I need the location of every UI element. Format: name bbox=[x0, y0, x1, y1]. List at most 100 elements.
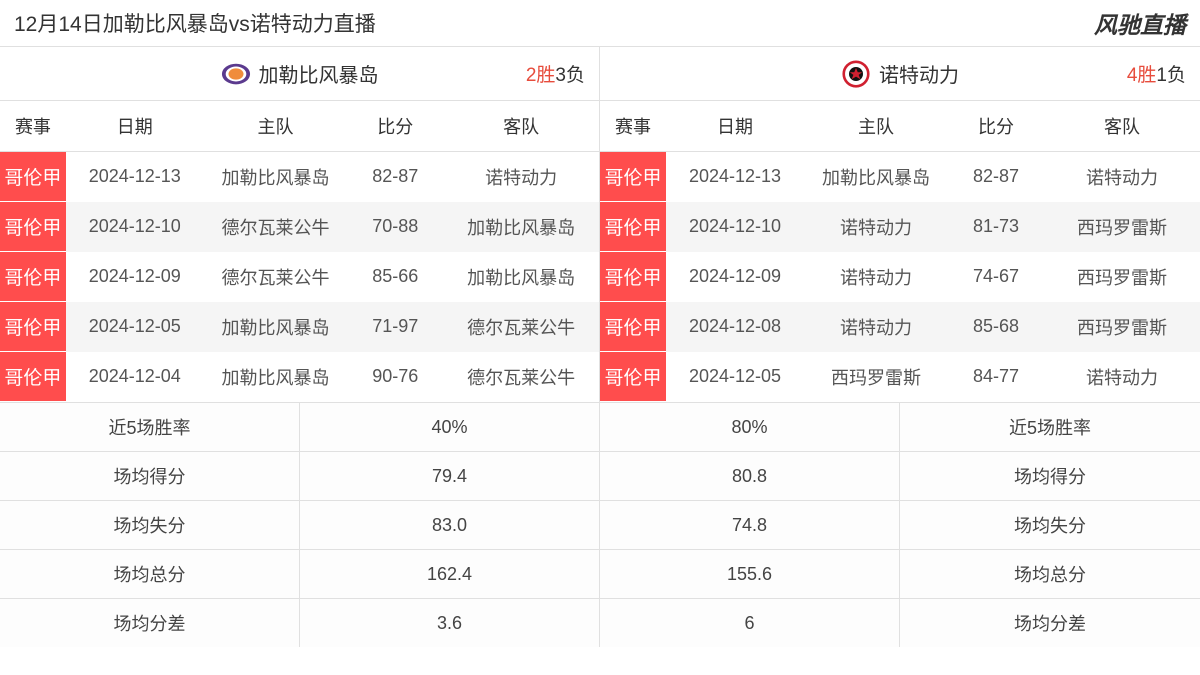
cell-date: 2024-12-10 bbox=[666, 202, 804, 252]
cell-league: 哥伦甲 bbox=[0, 152, 66, 202]
games-table-left: 赛事 日期 主队 比分 客队 哥伦甲2024-12-13加勒比风暴岛82-87诺… bbox=[0, 101, 599, 402]
table-row: 哥伦甲2024-12-10诺特动力81-73西玛罗雷斯 bbox=[600, 202, 1200, 252]
main-comparison: 加勒比风暴岛 2胜3负 赛事 日期 主队 比分 客队 哥伦甲2024-12-13… bbox=[0, 47, 1200, 402]
table-row: 哥伦甲2024-12-09德尔瓦莱公牛85-66加勒比风暴岛 bbox=[0, 252, 599, 302]
cell-home: 德尔瓦莱公牛 bbox=[204, 252, 348, 302]
team-name-right: 诺特动力 bbox=[879, 59, 959, 88]
stat-value-right: 80.8 bbox=[600, 452, 900, 500]
stat-label-left: 场均得分 bbox=[0, 452, 300, 500]
cell-away: 德尔瓦莱公牛 bbox=[443, 352, 599, 402]
col-score: 比分 bbox=[347, 101, 443, 152]
table-row: 哥伦甲2024-12-04加勒比风暴岛90-76德尔瓦莱公牛 bbox=[0, 352, 599, 402]
cell-score: 84-77 bbox=[948, 352, 1044, 402]
cell-away: 诺特动力 bbox=[1044, 152, 1200, 202]
table-row: 哥伦甲2024-12-08诺特动力85-68西玛罗雷斯 bbox=[600, 302, 1200, 352]
cell-home: 加勒比风暴岛 bbox=[204, 302, 348, 352]
table-row: 哥伦甲2024-12-09诺特动力74-67西玛罗雷斯 bbox=[600, 252, 1200, 302]
cell-home: 加勒比风暴岛 bbox=[204, 352, 348, 402]
stats-row: 场均失分83.074.8场均失分 bbox=[0, 500, 1200, 549]
stats-row: 场均总分162.4155.6场均总分 bbox=[0, 549, 1200, 598]
stat-label-right: 场均分差 bbox=[900, 599, 1200, 647]
cell-away: 诺特动力 bbox=[1044, 352, 1200, 402]
table-row: 哥伦甲2024-12-10德尔瓦莱公牛70-88加勒比风暴岛 bbox=[0, 202, 599, 252]
col-home: 主队 bbox=[804, 101, 948, 152]
stat-value-left: 162.4 bbox=[300, 550, 600, 598]
team-name-wrap-left: 加勒比风暴岛 bbox=[221, 59, 379, 89]
table-header-row: 赛事 日期 主队 比分 客队 bbox=[0, 101, 599, 152]
stat-label-right: 场均得分 bbox=[900, 452, 1200, 500]
cell-home: 加勒比风暴岛 bbox=[204, 152, 348, 202]
stat-value-left: 40% bbox=[300, 403, 600, 451]
brand-name: 风驰直播 bbox=[1094, 6, 1186, 40]
team-header-right: 诺特动力 4胜1负 bbox=[600, 47, 1200, 101]
stat-label-right: 场均失分 bbox=[900, 501, 1200, 549]
team-name-left: 加勒比风暴岛 bbox=[259, 59, 379, 88]
cell-date: 2024-12-05 bbox=[666, 352, 804, 402]
cell-date: 2024-12-04 bbox=[66, 352, 204, 402]
cell-home: 诺特动力 bbox=[804, 202, 948, 252]
cell-score: 85-66 bbox=[347, 252, 443, 302]
cell-away: 诺特动力 bbox=[443, 152, 599, 202]
cell-league: 哥伦甲 bbox=[0, 252, 66, 302]
wins-right: 4胜 bbox=[1127, 65, 1157, 86]
cell-score: 90-76 bbox=[347, 352, 443, 402]
team-name-wrap-right: 诺特动力 bbox=[841, 59, 959, 89]
cell-home: 加勒比风暴岛 bbox=[804, 152, 948, 202]
cell-away: 西玛罗雷斯 bbox=[1044, 302, 1200, 352]
stats-row: 近5场胜率40%80%近5场胜率 bbox=[0, 402, 1200, 451]
cell-date: 2024-12-13 bbox=[666, 152, 804, 202]
col-score: 比分 bbox=[948, 101, 1044, 152]
stat-label-left: 场均分差 bbox=[0, 599, 300, 647]
table-row: 哥伦甲2024-12-13加勒比风暴岛82-87诺特动力 bbox=[600, 152, 1200, 202]
col-date: 日期 bbox=[66, 101, 204, 152]
cell-home: 诺特动力 bbox=[804, 252, 948, 302]
cell-home: 德尔瓦莱公牛 bbox=[204, 202, 348, 252]
stat-value-right: 155.6 bbox=[600, 550, 900, 598]
cell-league: 哥伦甲 bbox=[600, 202, 666, 252]
table-row: 哥伦甲2024-12-13加勒比风暴岛82-87诺特动力 bbox=[0, 152, 599, 202]
col-away: 客队 bbox=[1044, 101, 1200, 152]
table-row: 哥伦甲2024-12-05西玛罗雷斯84-77诺特动力 bbox=[600, 352, 1200, 402]
team-record-left: 2胜3负 bbox=[526, 60, 585, 87]
stats-row: 场均分差3.66场均分差 bbox=[0, 598, 1200, 647]
cell-date: 2024-12-09 bbox=[66, 252, 204, 302]
page-title: 12月14日加勒比风暴岛vs诺特动力直播 bbox=[14, 8, 376, 38]
cell-score: 71-97 bbox=[347, 302, 443, 352]
cell-date: 2024-12-10 bbox=[66, 202, 204, 252]
table-row: 哥伦甲2024-12-05加勒比风暴岛71-97德尔瓦莱公牛 bbox=[0, 302, 599, 352]
cell-score: 81-73 bbox=[948, 202, 1044, 252]
games-table-right: 赛事 日期 主队 比分 客队 哥伦甲2024-12-13加勒比风暴岛82-87诺… bbox=[600, 101, 1200, 402]
page-header: 12月14日加勒比风暴岛vs诺特动力直播 风驰直播 bbox=[0, 0, 1200, 47]
cell-date: 2024-12-13 bbox=[66, 152, 204, 202]
team-panel-right: 诺特动力 4胜1负 赛事 日期 主队 比分 客队 哥伦甲2024-12-13加勒… bbox=[600, 47, 1200, 402]
cell-away: 加勒比风暴岛 bbox=[443, 202, 599, 252]
cell-score: 74-67 bbox=[948, 252, 1044, 302]
col-league: 赛事 bbox=[0, 101, 66, 152]
stat-value-right: 74.8 bbox=[600, 501, 900, 549]
team-record-right: 4胜1负 bbox=[1127, 60, 1186, 87]
cell-league: 哥伦甲 bbox=[0, 202, 66, 252]
stat-value-right: 80% bbox=[600, 403, 900, 451]
stat-label-left: 近5场胜率 bbox=[0, 403, 300, 451]
cell-league: 哥伦甲 bbox=[0, 302, 66, 352]
cell-league: 哥伦甲 bbox=[600, 152, 666, 202]
stat-label-right: 场均总分 bbox=[900, 550, 1200, 598]
cell-date: 2024-12-08 bbox=[666, 302, 804, 352]
cell-home: 西玛罗雷斯 bbox=[804, 352, 948, 402]
stat-label-left: 场均失分 bbox=[0, 501, 300, 549]
stat-value-right: 6 bbox=[600, 599, 900, 647]
stat-label-left: 场均总分 bbox=[0, 550, 300, 598]
stat-value-left: 83.0 bbox=[300, 501, 600, 549]
cell-away: 加勒比风暴岛 bbox=[443, 252, 599, 302]
cell-away: 西玛罗雷斯 bbox=[1044, 202, 1200, 252]
stat-value-left: 79.4 bbox=[300, 452, 600, 500]
col-home: 主队 bbox=[204, 101, 348, 152]
table-header-row: 赛事 日期 主队 比分 客队 bbox=[600, 101, 1200, 152]
cell-date: 2024-12-09 bbox=[666, 252, 804, 302]
losses-right: 1负 bbox=[1156, 65, 1186, 86]
cell-home: 诺特动力 bbox=[804, 302, 948, 352]
cell-score: 82-87 bbox=[948, 152, 1044, 202]
wins-left: 2胜 bbox=[526, 65, 556, 86]
cell-league: 哥伦甲 bbox=[0, 352, 66, 402]
col-league: 赛事 bbox=[600, 101, 666, 152]
